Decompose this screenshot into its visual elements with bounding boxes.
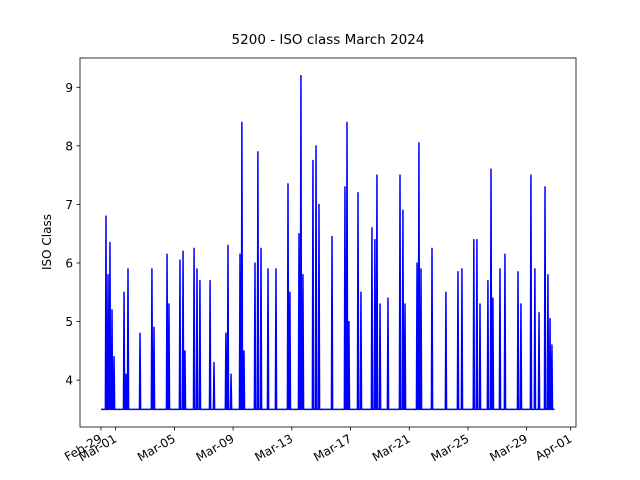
y-tick-label: 4 (65, 374, 73, 388)
x-tick-label: Mar-05 (135, 431, 178, 464)
data-line (100, 74, 555, 411)
x-tick-label: Mar-09 (194, 431, 237, 464)
x-tick-label: Mar-13 (252, 431, 295, 464)
x-tick-label: Mar-29 (487, 431, 530, 464)
y-tick-label: 6 (65, 257, 73, 271)
chart-title: 5200 - ISO class March 2024 (232, 32, 425, 48)
x-tick-label: Apr-01 (533, 431, 574, 463)
x-tick-label: Mar-25 (429, 431, 472, 464)
plot-frame (79, 57, 577, 428)
x-tick-label: Mar-21 (370, 431, 413, 464)
x-tick-label: Mar-17 (311, 431, 354, 464)
y-tick-label: 8 (65, 139, 73, 153)
y-tick-label: 9 (65, 81, 73, 95)
y-tick-label: 5 (65, 315, 73, 329)
y-axis-label: ISO Class (40, 214, 54, 270)
y-tick-label: 7 (65, 198, 73, 212)
